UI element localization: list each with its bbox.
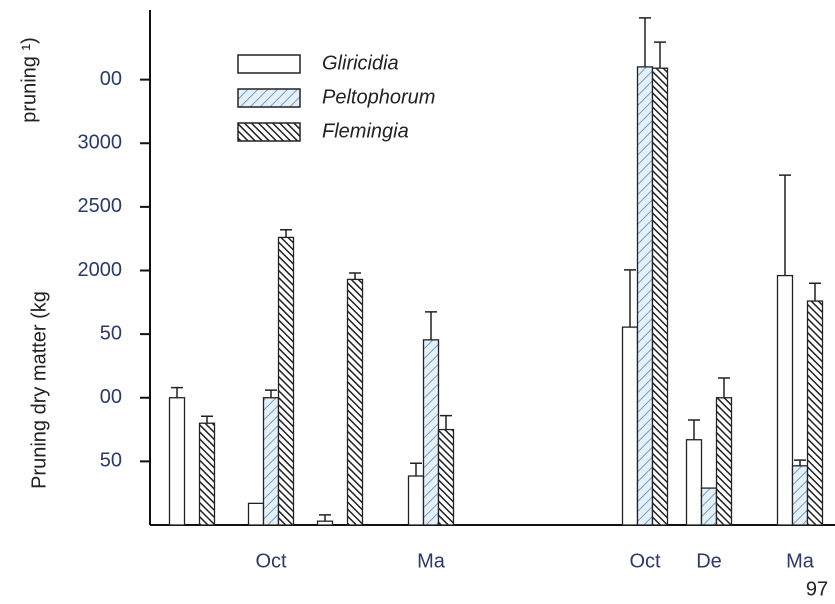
y-tick-label: 00 [100,386,122,408]
error-bar [319,514,331,522]
bar [247,502,265,526]
error-bar [265,389,277,398]
error-bar [440,414,452,430]
bar [776,274,794,526]
x-tick-label: Oct [255,550,287,572]
bar [262,397,280,526]
error-bar [654,41,666,69]
bar [806,300,824,526]
error-bar [280,229,292,238]
y-tick-label: 2500 [78,195,123,217]
y-tick-label: 50 [100,322,122,344]
bar [422,339,440,526]
error-bar [639,17,651,67]
bar [198,422,216,526]
x-tick-label: De [696,550,722,572]
bar [621,326,639,526]
legend-swatch [237,122,301,142]
legend-label: Flemingia [322,120,409,142]
x-tick-label: Oct [629,550,661,572]
bar [651,67,669,526]
bar [685,439,703,526]
y-axis-label: Pruning dry matter (kg [28,291,50,489]
error-bar [410,462,422,477]
bar [791,465,809,526]
legend-swatch [237,88,301,108]
error-bar [425,311,437,340]
x-tick-label: Ma [786,550,815,572]
bar [715,397,733,526]
y-tick-label: 2000 [78,259,123,281]
bar [168,397,186,526]
bar [346,278,364,526]
bar [636,66,654,526]
error-bar [794,459,806,466]
y-axis-label-top: pruning ¹) [18,37,40,123]
bar [277,236,295,526]
error-bar [171,386,183,398]
error-bar [718,377,730,398]
legend-swatch [237,54,301,74]
legend-label: Gliricidia [322,52,399,74]
y-tick-label: 00 [100,68,122,90]
bar [700,487,718,526]
bar [316,520,334,526]
x-tick-label: Ma [417,550,446,572]
error-bar [809,282,821,302]
error-bar [688,419,700,440]
legend-label: Peltophorum [322,86,435,108]
y-tick-label: 50 [100,450,122,472]
error-bar [201,415,213,424]
annotation: 97 [806,578,828,600]
error-bar [349,272,361,280]
bar [407,475,425,526]
bar [437,428,455,526]
y-tick-label: 3000 [78,132,123,154]
error-bar [779,174,791,276]
error-bar [624,269,636,328]
